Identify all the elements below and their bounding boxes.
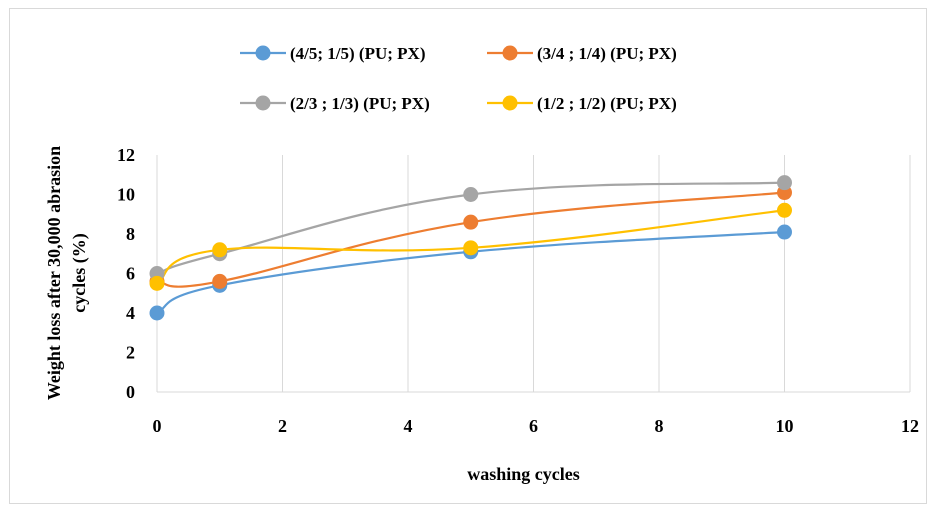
legend-item: (1/2 ; 1/2) (PU; PX) (487, 94, 677, 113)
data-point-series-3 (212, 242, 228, 258)
y-tick-label: 12 (117, 145, 135, 165)
y-axis-title-line-1: Weight loss after 30,000 abrasion (44, 146, 64, 400)
legend-item: (3/4 ; 1/4) (PU; PX) (487, 44, 677, 63)
y-tick-label: 2 (126, 343, 135, 363)
series-line-0 (156, 230, 785, 315)
grid-lines (156, 155, 911, 393)
legend-marker (255, 45, 271, 61)
y-tick-label: 4 (126, 303, 135, 323)
series-line-3 (156, 209, 785, 285)
x-tick-label: 6 (529, 416, 538, 436)
x-tick-label: 0 (153, 416, 162, 436)
x-tick-label: 4 (404, 416, 413, 436)
legend-item: (2/3 ; 1/3) (PU; PX) (240, 94, 430, 113)
x-tick-label: 10 (776, 416, 794, 436)
y-tick-label: 8 (126, 224, 135, 244)
x-tick-label: 12 (901, 416, 919, 436)
legend-label: (3/4 ; 1/4) (PU; PX) (537, 44, 677, 63)
data-point-series-1 (463, 214, 479, 230)
data-point-series-3 (149, 275, 165, 291)
data-point-series-1 (212, 273, 228, 289)
y-axis-title: Weight loss after 30,000 abrasion cycles… (44, 146, 90, 400)
y-tick-label: 10 (117, 185, 135, 205)
data-point-series-2 (463, 187, 479, 202)
legend-marker (255, 95, 271, 111)
legend-label: (1/2 ; 1/2) (PU; PX) (537, 94, 677, 113)
data-point-series-3 (777, 202, 792, 218)
legend-label: (2/3 ; 1/3) (PU; PX) (290, 94, 430, 113)
legend-label: (4/5; 1/5) (PU; PX) (290, 44, 426, 63)
x-tick-label: 8 (655, 416, 664, 436)
series-lines (156, 181, 785, 315)
series-line-1 (156, 191, 785, 288)
legend: (4/5; 1/5) (PU; PX) (3/4 ; 1/4) (PU; PX) (… (240, 44, 677, 113)
tick-labels: 0 2 4 6 8 10 12 0 2 4 6 8 10 12 (117, 145, 919, 436)
x-axis-title: washing cycles (467, 464, 580, 484)
series-line-2 (156, 181, 785, 275)
series-markers (149, 175, 792, 321)
x-tick-label: 2 (278, 416, 287, 436)
y-tick-label: 6 (126, 264, 135, 284)
data-point-series-2 (777, 175, 792, 191)
legend-marker (502, 45, 518, 61)
legend-item: (4/5; 1/5) (PU; PX) (240, 44, 426, 63)
legend-marker (502, 95, 518, 111)
y-axis-title-line-2: cycles (%) (69, 233, 90, 312)
data-point-series-3 (463, 240, 479, 256)
data-point-series-0 (149, 305, 165, 321)
data-point-series-0 (777, 224, 792, 240)
y-tick-label: 0 (126, 382, 135, 402)
